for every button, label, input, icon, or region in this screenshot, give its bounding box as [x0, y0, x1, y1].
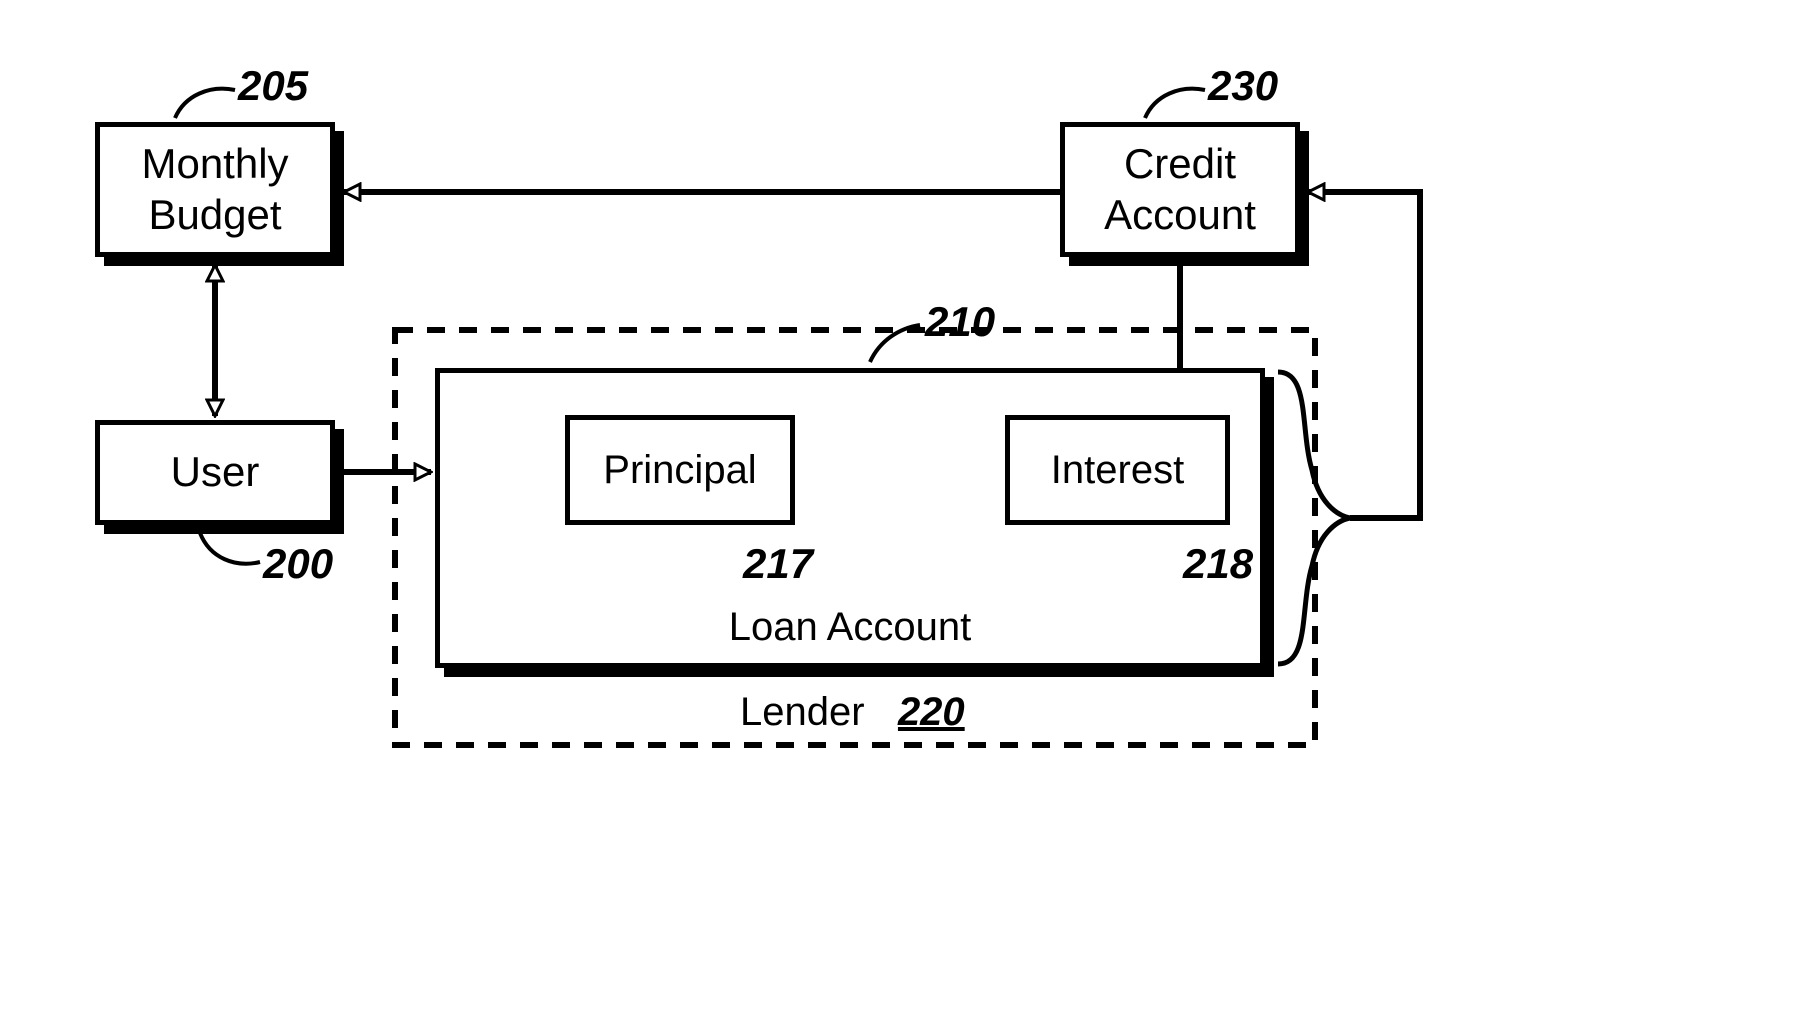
ref-230: 230: [1208, 62, 1278, 110]
interest-label: Interest: [1051, 446, 1184, 494]
diagram-root: Monthly Budget User Credit Account Loan …: [0, 0, 1810, 1034]
lender-label: Lender: [740, 690, 865, 734]
principal-box: Principal: [565, 415, 795, 525]
loan-account-label: Loan Account: [729, 603, 971, 651]
ref-218: 218: [1183, 540, 1253, 588]
ref-205-leader: [175, 89, 235, 118]
edge-brace-to-credit: [1308, 192, 1420, 518]
ref-200: 200: [263, 540, 333, 588]
principal-label: Principal: [603, 446, 756, 494]
ref-230-leader: [1145, 89, 1205, 118]
ref-205: 205: [238, 62, 308, 110]
ref-210: 210: [925, 298, 995, 346]
lender-label-row: Lender 220: [740, 690, 965, 735]
ref-217: 217: [743, 540, 813, 588]
ref-200-leader: [200, 533, 260, 564]
credit-account-box: Credit Account: [1060, 122, 1300, 257]
interest-box: Interest: [1005, 415, 1230, 525]
lender-ref: 220: [898, 690, 965, 734]
credit-account-label: Credit Account: [1104, 139, 1256, 240]
monthly-budget-label: Monthly Budget: [141, 139, 288, 240]
user-box: User: [95, 420, 335, 525]
user-label: User: [171, 447, 260, 497]
monthly-budget-box: Monthly Budget: [95, 122, 335, 257]
